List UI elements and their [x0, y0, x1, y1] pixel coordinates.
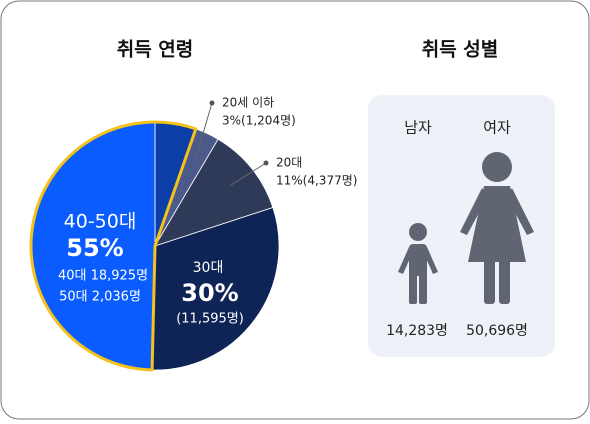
slice-value-label: (11,595명) — [176, 312, 244, 327]
callout-line — [230, 162, 267, 186]
group-outline — [29, 120, 198, 372]
female-icon — [460, 152, 534, 304]
gender-count: 14,283명 — [386, 323, 448, 339]
chart-title: 취득 연령 — [117, 39, 194, 61]
slice-value-label: 40대 18,925명 — [58, 269, 148, 284]
slice-label: 20세 이하 — [222, 96, 274, 110]
male-icon — [398, 223, 438, 304]
gender-label: 남자 — [404, 119, 432, 137]
slice-label: 30대 — [193, 260, 224, 276]
gender-title: 취득 성별 — [422, 39, 499, 61]
slice-label: 20대 — [276, 156, 302, 170]
slice-value-label: 50대 2,036명 — [59, 290, 141, 305]
gender-count: 50,696명 — [466, 323, 528, 339]
pie-slice — [154, 138, 274, 247]
group-percent: 55% — [66, 234, 123, 262]
slice-value-label: 3%(1,204명) — [222, 114, 296, 128]
pie-slice — [151, 206, 280, 371]
slice-percent: 30% — [181, 279, 238, 307]
callout-line — [195, 102, 213, 159]
callout-dot — [263, 160, 269, 166]
slice-value-label: 11%(4,377명) — [276, 174, 357, 188]
gender-label: 여자 — [483, 119, 511, 137]
group-label: 40-50대 — [64, 211, 137, 233]
callout-dot — [209, 100, 215, 106]
